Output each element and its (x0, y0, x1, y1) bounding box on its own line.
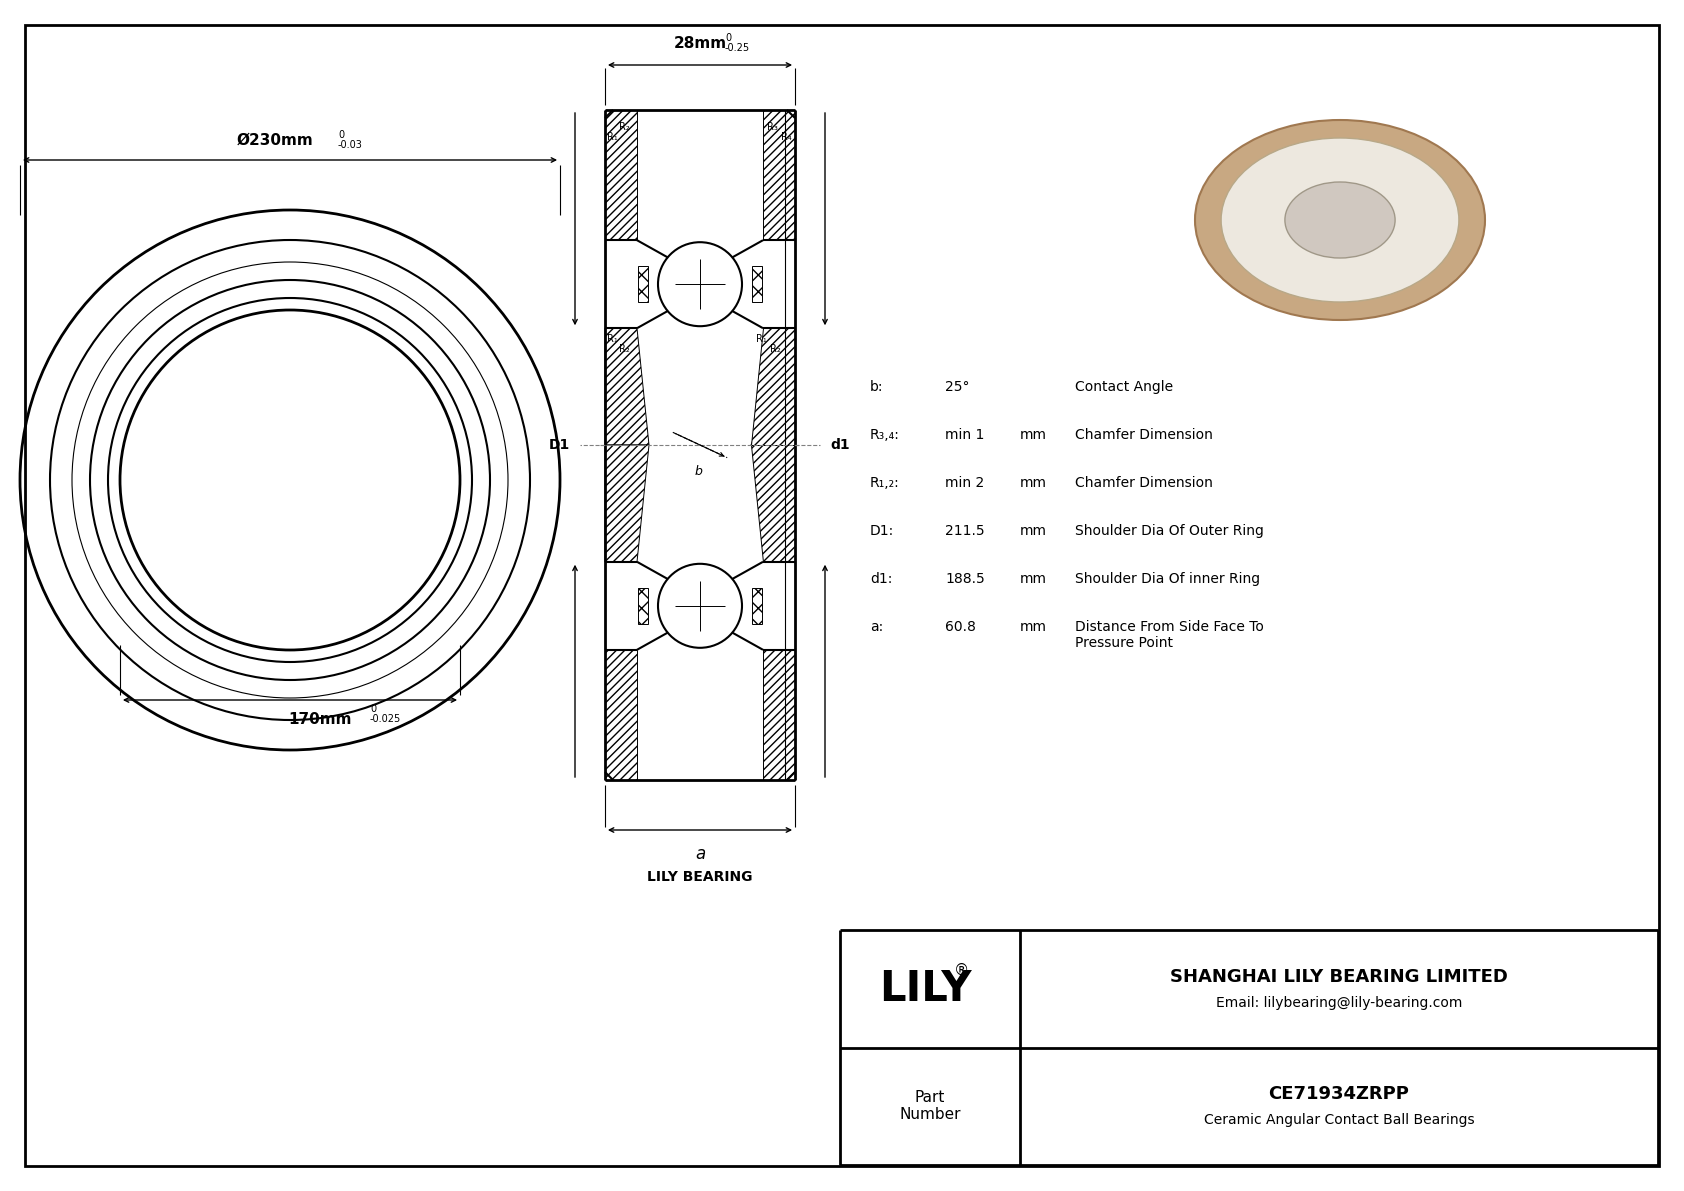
Text: 0: 0 (726, 33, 731, 43)
Text: mm: mm (1021, 476, 1047, 490)
Polygon shape (638, 588, 648, 624)
Polygon shape (605, 329, 648, 445)
Text: Email: lilybearing@lily-bearing.com: Email: lilybearing@lily-bearing.com (1216, 996, 1462, 1010)
Text: 188.5: 188.5 (945, 572, 985, 586)
Text: a:: a: (871, 621, 882, 634)
Text: R₂: R₂ (620, 344, 630, 354)
Polygon shape (751, 329, 795, 445)
Polygon shape (763, 110, 795, 241)
Text: mm: mm (1021, 524, 1047, 538)
Text: 211.5: 211.5 (945, 524, 985, 538)
Text: R₁: R₁ (606, 335, 618, 344)
Polygon shape (638, 267, 648, 303)
Ellipse shape (1285, 182, 1394, 258)
Text: SHANGHAI LILY BEARING LIMITED: SHANGHAI LILY BEARING LIMITED (1170, 968, 1507, 986)
Polygon shape (751, 445, 795, 562)
Text: R₁: R₁ (606, 132, 618, 142)
Polygon shape (753, 588, 761, 624)
Text: CE71934ZRPP: CE71934ZRPP (1268, 1085, 1410, 1103)
Text: Shoulder Dia Of inner Ring: Shoulder Dia Of inner Ring (1074, 572, 1260, 586)
Polygon shape (763, 650, 795, 780)
Text: Ceramic Angular Contact Ball Bearings: Ceramic Angular Contact Ball Bearings (1204, 1114, 1474, 1127)
Ellipse shape (1196, 120, 1485, 320)
Polygon shape (605, 445, 648, 562)
Text: b:: b: (871, 380, 884, 394)
Text: Chamfer Dimension: Chamfer Dimension (1074, 476, 1212, 490)
Text: R₄: R₄ (781, 132, 791, 142)
Text: Part
Number: Part Number (899, 1090, 962, 1122)
Text: d1: d1 (830, 438, 850, 453)
Circle shape (658, 242, 743, 326)
Text: R₂: R₂ (770, 344, 781, 354)
Text: 28mm: 28mm (674, 36, 726, 51)
Text: min 1: min 1 (945, 428, 985, 442)
Text: 170mm: 170mm (288, 712, 352, 727)
Text: LILY: LILY (879, 968, 972, 1010)
Text: LILY BEARING: LILY BEARING (647, 869, 753, 884)
Circle shape (658, 563, 743, 648)
Polygon shape (605, 110, 637, 241)
Text: -0.025: -0.025 (370, 713, 401, 724)
Text: Distance From Side Face To
Pressure Point: Distance From Side Face To Pressure Poin… (1074, 621, 1265, 650)
Polygon shape (751, 329, 795, 445)
Text: d1:: d1: (871, 572, 893, 586)
Text: R₃: R₃ (766, 121, 778, 132)
Text: 0: 0 (338, 130, 344, 141)
Text: 0: 0 (370, 704, 376, 713)
Text: -0.03: -0.03 (338, 141, 362, 150)
Text: ®: ® (955, 964, 970, 978)
Text: D1:: D1: (871, 524, 894, 538)
Text: min 2: min 2 (945, 476, 983, 490)
Text: Shoulder Dia Of Outer Ring: Shoulder Dia Of Outer Ring (1074, 524, 1265, 538)
Text: a: a (695, 844, 706, 863)
Ellipse shape (1221, 138, 1458, 303)
Text: Contact Angle: Contact Angle (1074, 380, 1174, 394)
Text: mm: mm (1021, 621, 1047, 634)
Text: 60.8: 60.8 (945, 621, 975, 634)
Text: R₁: R₁ (756, 335, 766, 344)
Text: D1: D1 (549, 438, 569, 453)
Text: b: b (695, 464, 702, 478)
Text: mm: mm (1021, 428, 1047, 442)
Text: -0.25: -0.25 (726, 43, 749, 54)
Text: R₃,₄:: R₃,₄: (871, 428, 899, 442)
Polygon shape (605, 650, 637, 780)
Text: R₁,₂:: R₁,₂: (871, 476, 899, 490)
Text: 25°: 25° (945, 380, 970, 394)
Text: Chamfer Dimension: Chamfer Dimension (1074, 428, 1212, 442)
Text: mm: mm (1021, 572, 1047, 586)
Text: R₂: R₂ (620, 121, 630, 132)
Text: Ø230mm: Ø230mm (237, 133, 313, 148)
Polygon shape (753, 267, 761, 303)
